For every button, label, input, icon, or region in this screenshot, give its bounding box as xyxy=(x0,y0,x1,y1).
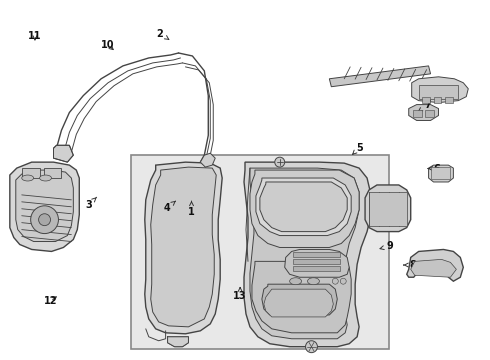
Text: 8: 8 xyxy=(404,260,416,270)
Bar xyxy=(434,96,441,103)
Polygon shape xyxy=(285,249,349,277)
Bar xyxy=(413,109,421,117)
Bar xyxy=(445,96,453,103)
Bar xyxy=(293,266,340,271)
Polygon shape xyxy=(16,170,74,242)
Circle shape xyxy=(332,278,338,284)
Ellipse shape xyxy=(40,175,51,181)
Polygon shape xyxy=(264,289,333,317)
Circle shape xyxy=(39,214,50,226)
Polygon shape xyxy=(53,145,74,162)
Text: 3: 3 xyxy=(85,197,97,210)
Bar xyxy=(369,192,407,226)
Bar xyxy=(44,168,61,178)
Bar xyxy=(293,260,340,264)
Circle shape xyxy=(31,206,58,234)
Polygon shape xyxy=(250,168,359,339)
Polygon shape xyxy=(256,178,351,235)
Polygon shape xyxy=(411,260,456,277)
Polygon shape xyxy=(409,105,439,121)
Bar xyxy=(418,85,458,99)
Text: 11: 11 xyxy=(28,31,42,41)
Polygon shape xyxy=(329,66,431,87)
Polygon shape xyxy=(252,261,351,333)
Polygon shape xyxy=(10,162,79,251)
Ellipse shape xyxy=(308,278,319,285)
Polygon shape xyxy=(250,170,359,247)
Text: 7: 7 xyxy=(418,100,431,112)
Bar xyxy=(293,252,340,257)
Text: 12: 12 xyxy=(44,296,57,306)
Bar xyxy=(425,109,434,117)
Text: 2: 2 xyxy=(156,28,169,40)
Text: 10: 10 xyxy=(101,40,115,50)
Polygon shape xyxy=(407,249,464,281)
Polygon shape xyxy=(429,165,453,182)
Circle shape xyxy=(306,341,318,353)
Text: 9: 9 xyxy=(380,241,393,251)
Polygon shape xyxy=(262,284,337,315)
Ellipse shape xyxy=(290,278,301,285)
Polygon shape xyxy=(168,337,189,347)
Ellipse shape xyxy=(22,175,34,181)
Bar xyxy=(131,155,389,349)
Text: 1: 1 xyxy=(188,201,195,217)
Circle shape xyxy=(340,278,346,284)
Polygon shape xyxy=(200,153,215,167)
Text: 5: 5 xyxy=(353,143,363,154)
Bar xyxy=(421,96,430,103)
Text: 6: 6 xyxy=(428,163,441,174)
Polygon shape xyxy=(412,77,468,103)
Bar xyxy=(22,168,40,178)
Circle shape xyxy=(275,157,285,167)
Polygon shape xyxy=(145,162,222,334)
Polygon shape xyxy=(244,162,371,347)
Text: 13: 13 xyxy=(233,288,247,301)
Polygon shape xyxy=(365,185,411,231)
Bar xyxy=(431,167,450,179)
Text: 4: 4 xyxy=(164,201,175,213)
Polygon shape xyxy=(151,167,216,327)
Polygon shape xyxy=(260,182,347,231)
